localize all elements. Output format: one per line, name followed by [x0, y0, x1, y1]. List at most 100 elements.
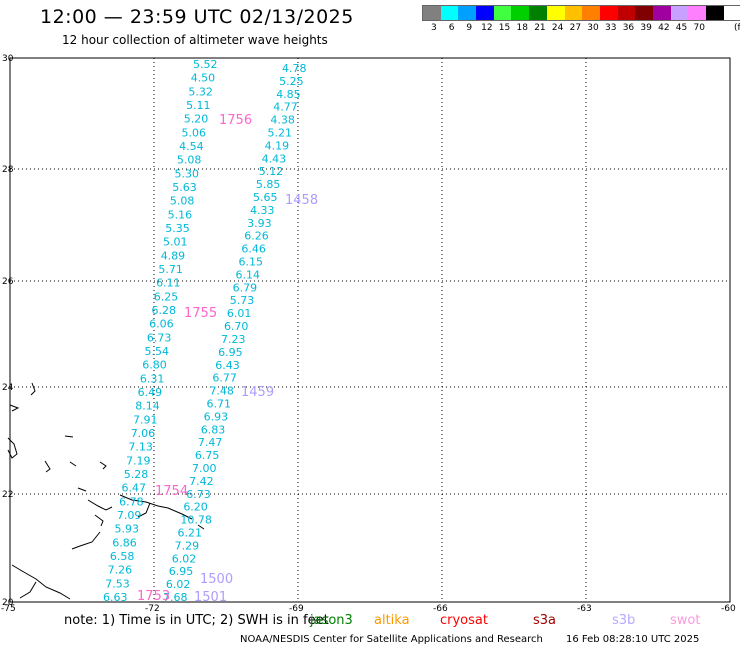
- wave-height-value: 5.63: [172, 181, 197, 194]
- lon-label: -72: [145, 604, 160, 614]
- wave-height-value: 6.73: [186, 488, 211, 501]
- altimeter-track-west: 5.524.505.325.115.205.064.545.085.305.63…: [103, 58, 218, 604]
- wave-height-value: 5.06: [181, 126, 206, 139]
- legend-label: 33: [605, 23, 617, 33]
- wave-height-value: 5.25: [279, 75, 304, 88]
- wave-height-value: 6.02: [166, 578, 191, 591]
- lat-label: 22: [2, 490, 13, 500]
- wave-height-value: 5.65: [253, 191, 278, 204]
- legend-swatch: [706, 6, 724, 20]
- satellite-cryosat: cryosat: [440, 613, 488, 628]
- wave-height-value: 10.78: [180, 514, 212, 527]
- satellite-s3b: s3b: [612, 613, 636, 628]
- legend-swatch: [476, 6, 494, 20]
- legend-swatch: [546, 6, 565, 20]
- wave-height-value: 5.08: [170, 195, 195, 208]
- wave-height-value: 4.54: [179, 140, 204, 153]
- wave-height-value: 4.33: [250, 204, 275, 217]
- wave-height-value: 4.85: [276, 88, 301, 101]
- wave-height-value: 6.95: [169, 565, 194, 578]
- wave-height-value: 5.52: [193, 58, 218, 71]
- wave-height-value: 6.80: [142, 359, 167, 372]
- wave-height-value: 6.93: [204, 410, 229, 423]
- wave-height-value: 7.68: [163, 591, 188, 604]
- wave-height-value: 6.43: [215, 359, 240, 372]
- island-outline: [44, 460, 51, 473]
- pass-time-label: 1458: [285, 193, 318, 208]
- wave-height-value: 6.71: [207, 397, 232, 410]
- wave-height-value: 6.01: [227, 307, 252, 320]
- wave-height-value: 7.06: [131, 427, 156, 440]
- footnote: note: 1) Time is in UTC; 2) SWH is in fe…: [64, 613, 329, 628]
- wave-height-value: 7.26: [108, 564, 133, 577]
- map-frame: [9, 57, 731, 603]
- legend-swatch: [688, 6, 706, 20]
- legend-swatch: [440, 6, 459, 20]
- legend-label: 21: [534, 23, 546, 33]
- island-outline: [87, 499, 113, 511]
- legend-label: 9: [466, 23, 473, 33]
- island-outline: [64, 435, 74, 438]
- wave-height-value: 5.28: [124, 468, 148, 481]
- lat-label: 20: [2, 598, 14, 608]
- pass-time-label: 1756: [219, 113, 252, 128]
- map-title: 12:00 — 23:59 UTC 02/13/2025: [40, 6, 354, 28]
- wave-height-value: 6.58: [110, 550, 135, 563]
- wave-height-value: 6.28: [151, 304, 176, 317]
- wave-height-value: 5.35: [165, 222, 190, 235]
- wave-height-value: 5.12: [259, 165, 284, 178]
- pass-time-label: 1753: [137, 589, 170, 604]
- coastline-islands: [7, 382, 205, 600]
- wave-height-value: 5.16: [168, 208, 193, 221]
- lat-label: 30: [2, 54, 14, 64]
- legend-swatch: [423, 6, 441, 20]
- island-outline: [99, 461, 107, 470]
- pass-time-label: 1501: [194, 590, 227, 605]
- lon-label: -63: [577, 604, 592, 614]
- wave-height-value: 7.42: [189, 475, 214, 488]
- lon-label: -60: [721, 604, 736, 614]
- legend-swatch: [652, 6, 671, 20]
- wave-height-value: 6.63: [103, 591, 128, 604]
- legend-swatch: [670, 6, 689, 20]
- wave-height-value: 7.09: [117, 509, 142, 522]
- pass-time-label: 1500: [200, 572, 233, 587]
- wave-height-value: 6.11: [156, 277, 181, 290]
- wave-height-value: 6.15: [238, 256, 263, 269]
- wave-height-value: 5.20: [184, 113, 209, 126]
- legend-label: 12: [481, 23, 493, 33]
- wave-height-value: 5.01: [163, 236, 188, 249]
- island-outline: [30, 382, 36, 396]
- legend-swatch: [564, 6, 583, 20]
- pass-time-labels: 1756 1458 1755 1459 1754 1500 1501 1753: [137, 113, 318, 605]
- wave-height-value: 6.75: [195, 449, 220, 462]
- island-outline: [7, 437, 18, 459]
- wave-height-value: 4.19: [265, 139, 290, 152]
- wave-height-value: 4.38: [270, 114, 295, 127]
- wave-height-value: 7.19: [126, 454, 151, 467]
- legend-label: 6: [448, 23, 455, 33]
- wave-height-value: 6.47: [121, 482, 146, 495]
- legend-label: 30: [587, 23, 599, 33]
- legend-swatch: [511, 6, 530, 20]
- legend-label: 15: [498, 23, 511, 33]
- wave-height-value: 4.50: [191, 72, 216, 85]
- wave-height-value: 5.54: [145, 345, 170, 358]
- island-outline: [137, 502, 151, 518]
- wave-height-value: 5.71: [158, 263, 183, 276]
- wave-height-value: 7.48: [209, 385, 234, 398]
- lon-label: -69: [289, 604, 304, 614]
- wave-height-value: 6.86: [112, 536, 137, 549]
- wave-height-value: 6.20: [183, 501, 208, 514]
- island-outline: [197, 524, 205, 530]
- wave-height-value: 7.53: [105, 577, 130, 590]
- wave-height-value: 6.83: [201, 423, 226, 436]
- wave-height-value: 6.31: [140, 372, 165, 385]
- wave-height-value: 7.23: [221, 333, 246, 346]
- legend-label: 3: [431, 23, 437, 33]
- legend-label: 18: [516, 23, 528, 33]
- pass-time-label: 1459: [241, 385, 274, 400]
- altimeter-track-east: 4.785.254.854.774.385.214.194.435.125.85…: [163, 62, 307, 604]
- wave-height-value: 3.93: [247, 217, 271, 230]
